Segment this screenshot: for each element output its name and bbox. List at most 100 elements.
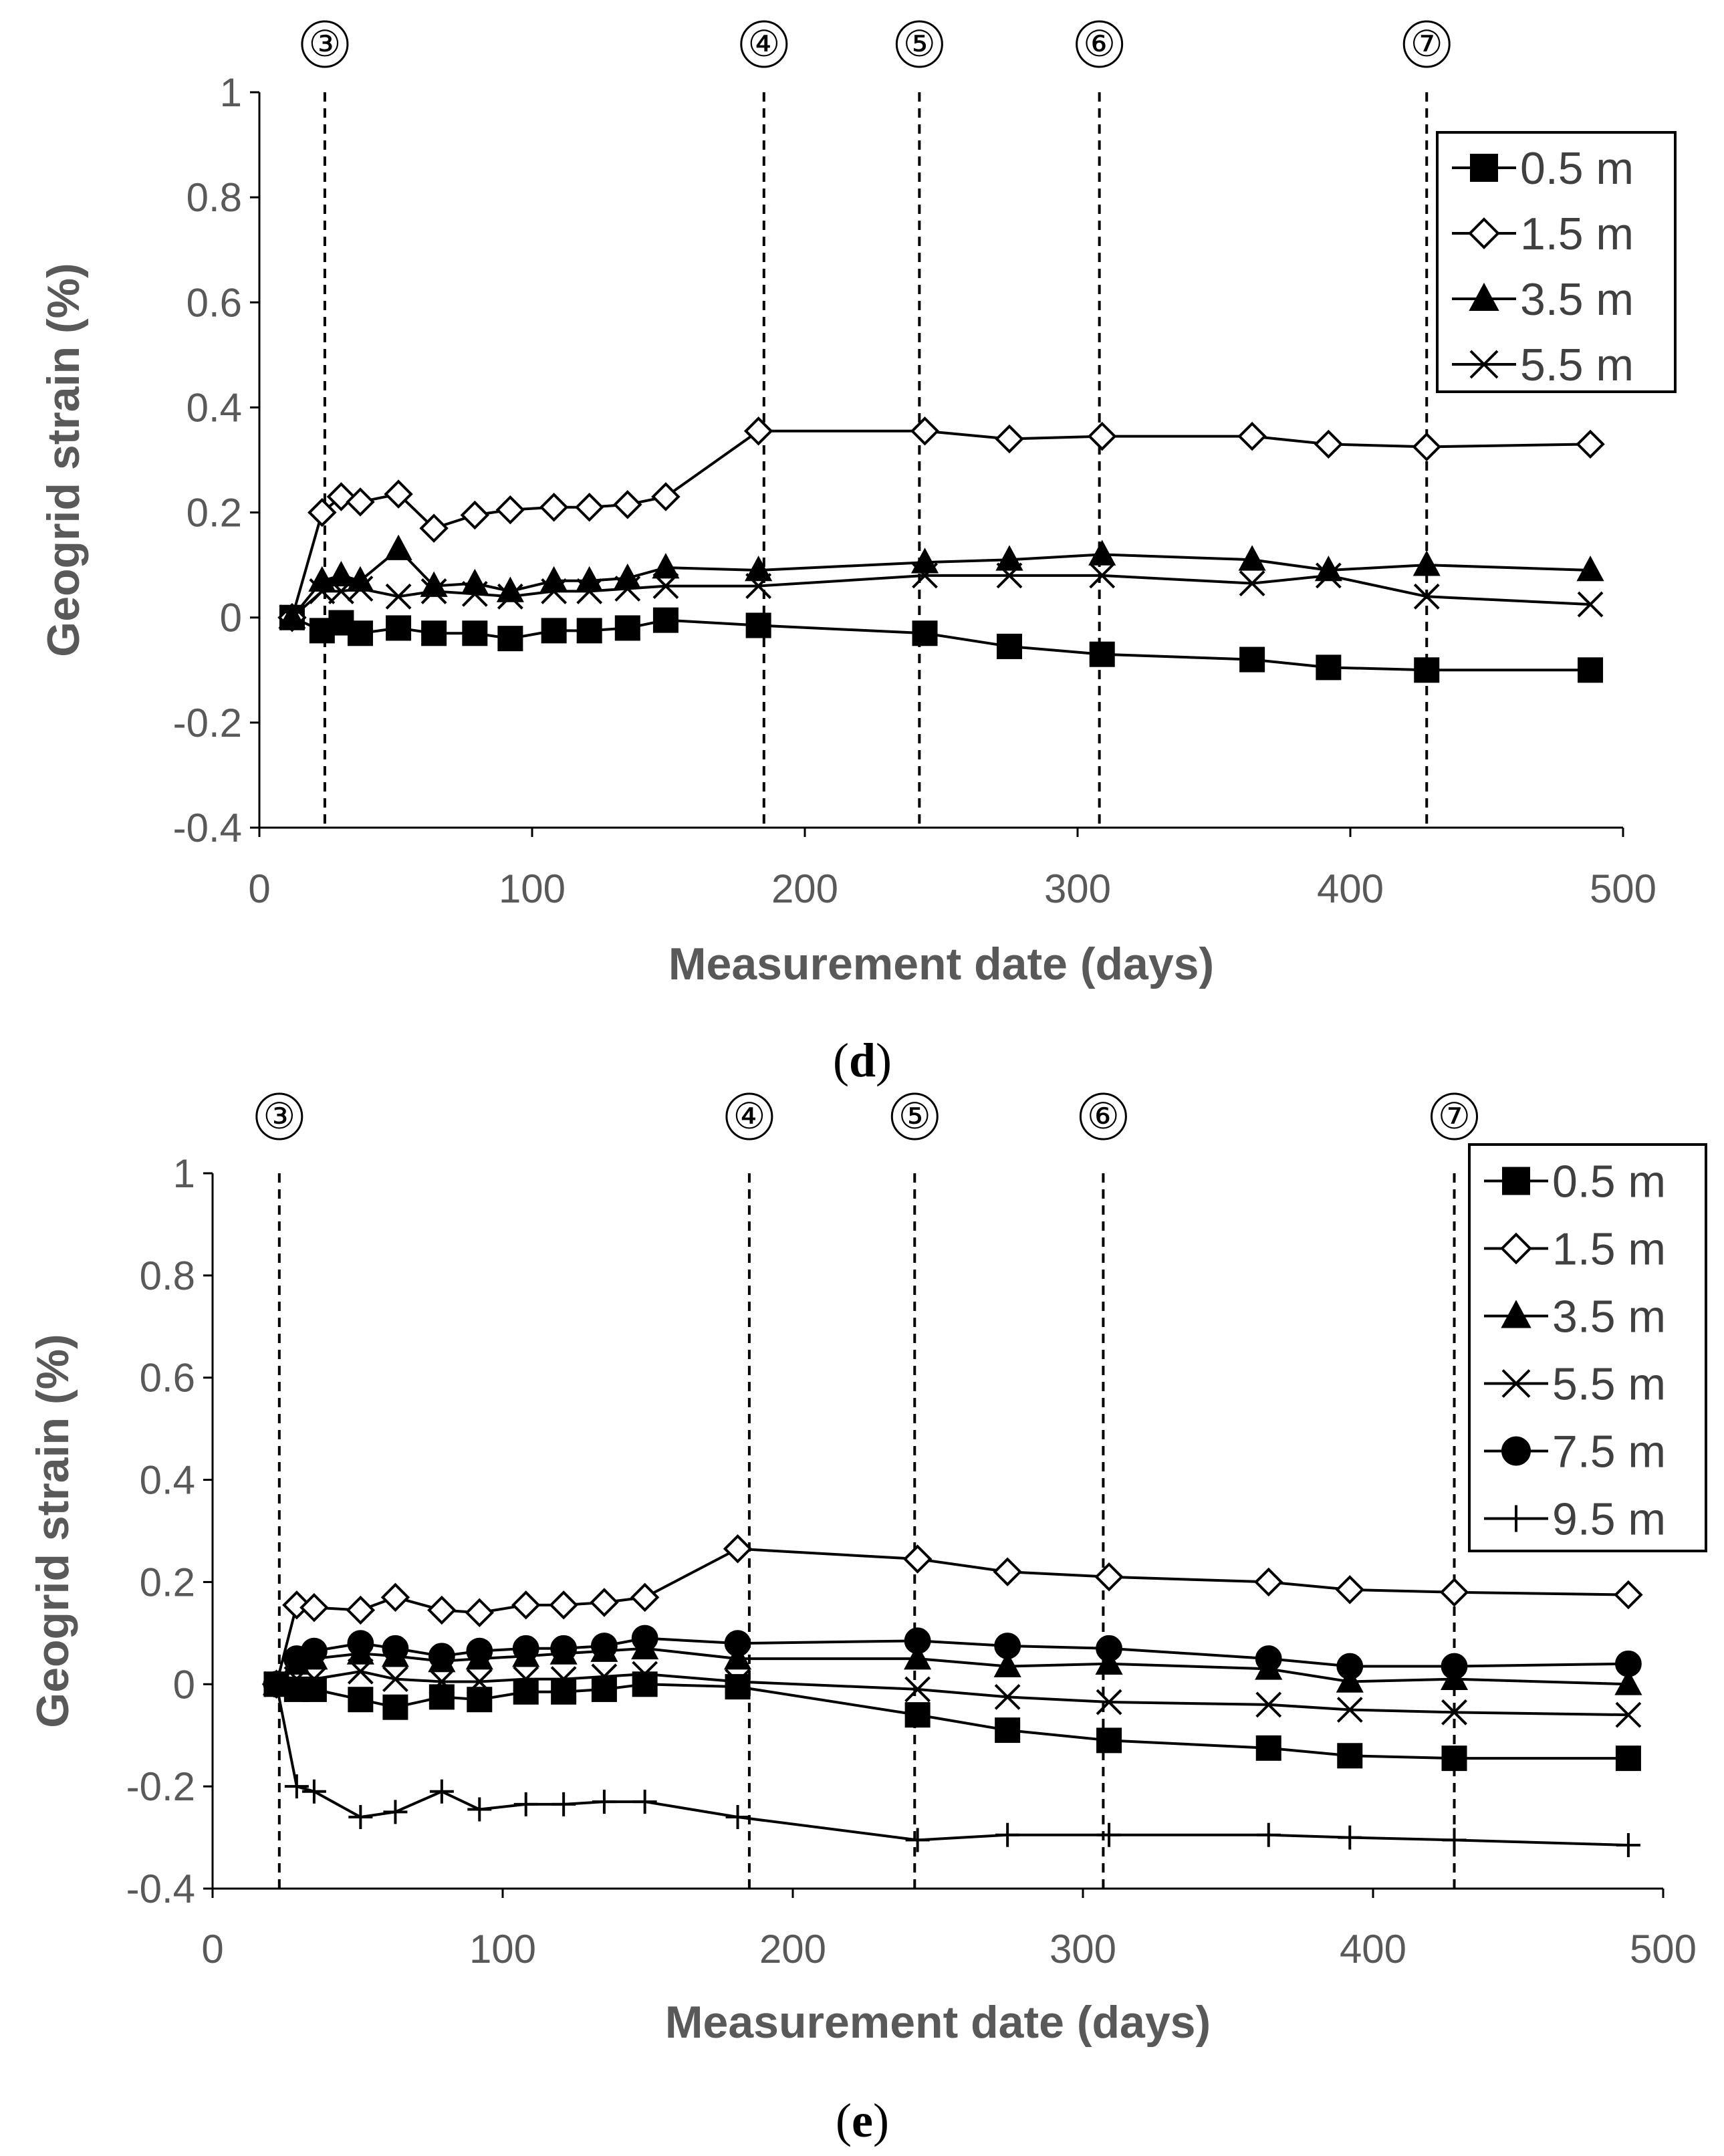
data-point — [540, 566, 568, 592]
stage-label: ④ — [748, 24, 780, 64]
data-point — [465, 1598, 495, 1628]
legend-box — [1468, 1143, 1707, 1552]
data-point — [904, 1702, 931, 1728]
stage-label-ring — [740, 20, 788, 68]
series-0-5-m — [263, 1671, 1641, 1772]
data-point — [1314, 429, 1344, 459]
stage-label: ④ — [733, 1096, 765, 1136]
data-point — [725, 1674, 751, 1700]
y-tick-label: 0.2 — [140, 1560, 195, 1604]
data-point — [910, 416, 940, 446]
data-point — [745, 612, 771, 638]
data-point — [301, 1637, 328, 1665]
figure-caption: (e) — [836, 2094, 889, 2147]
data-point — [1412, 550, 1441, 576]
legend-label: 0.5 m — [1520, 143, 1634, 194]
stage-label-ring — [890, 1092, 939, 1141]
data-point — [651, 482, 681, 511]
data-point — [614, 576, 641, 602]
data-point — [725, 1669, 751, 1695]
data-point — [1238, 545, 1266, 571]
stage-label: ⑤ — [898, 1096, 931, 1136]
data-point — [386, 615, 412, 641]
data-point — [347, 620, 373, 646]
legend-label: 1.5 m — [1552, 1224, 1666, 1275]
y-tick-label: 0 — [220, 596, 242, 640]
data-point — [1614, 1580, 1643, 1610]
data-point — [383, 1800, 408, 1824]
x-axis-title: Measurement date (days) — [665, 1997, 1211, 2048]
data-point — [993, 1651, 1021, 1677]
data-point — [1088, 540, 1116, 566]
data-point — [497, 583, 523, 610]
legend-label: 7.5 m — [1552, 1427, 1666, 1477]
data-point — [630, 1582, 660, 1612]
data-point — [513, 1666, 539, 1693]
x-tick-label: 0 — [248, 866, 270, 911]
data-point — [301, 1666, 328, 1693]
x-tick-label: 500 — [1630, 1927, 1697, 1971]
caption-letter: e — [852, 2094, 873, 2147]
x-tick-label: 100 — [499, 866, 566, 911]
data-point — [995, 1822, 1020, 1847]
data-point — [591, 1663, 618, 1690]
data-point — [282, 1590, 312, 1620]
data-point — [427, 1595, 457, 1625]
series-3-5-m — [278, 534, 1604, 629]
legend-label: 0.5 m — [1552, 1157, 1666, 1207]
data-point — [631, 1625, 658, 1652]
data-point — [429, 1779, 454, 1804]
data-point — [1256, 1822, 1281, 1847]
data-point — [1441, 1653, 1468, 1680]
data-point — [299, 1592, 329, 1623]
stage-label: ⑦ — [1438, 1096, 1470, 1136]
y-tick-label: 0.4 — [187, 385, 242, 430]
legend-marker-triangle — [1501, 1300, 1531, 1328]
data-point — [419, 513, 449, 543]
data-point — [1089, 641, 1115, 667]
data-point — [1615, 1746, 1641, 1772]
data-point — [550, 1635, 578, 1662]
stage-label-ring — [301, 20, 349, 68]
y-tick-label: 1 — [173, 1151, 195, 1196]
data-point — [1336, 1653, 1364, 1680]
data-point — [541, 618, 567, 644]
data-point — [1237, 421, 1267, 451]
data-point — [428, 1643, 455, 1670]
y-tick-label: 0.4 — [140, 1458, 195, 1503]
data-point — [1095, 1649, 1123, 1675]
data-point — [1096, 1727, 1122, 1754]
series-line — [291, 574, 1591, 619]
x-tick-label: 400 — [1340, 1927, 1406, 1971]
y-tick-label: 0.6 — [140, 1356, 195, 1401]
y-tick-label: -0.4 — [173, 806, 242, 850]
legend-entry: 3.5 m — [1484, 1292, 1666, 1342]
data-point — [382, 1666, 408, 1693]
data-point — [346, 1595, 376, 1625]
data-point — [1338, 1825, 1362, 1850]
legend-marker-x — [1469, 350, 1499, 379]
data-point — [382, 1635, 409, 1662]
data-point — [1316, 654, 1342, 681]
legend-marker-diamond — [1500, 1232, 1532, 1265]
x-tick-label: 200 — [759, 1927, 826, 1971]
data-point — [1441, 1746, 1467, 1772]
data-point — [995, 1717, 1021, 1744]
data-point — [632, 1790, 657, 1814]
legend-label: 5.5 m — [1552, 1359, 1666, 1410]
data-point — [576, 578, 603, 604]
data-point — [385, 583, 412, 610]
y-tick-label: -0.2 — [126, 1764, 195, 1809]
x-tick-label: 200 — [771, 866, 838, 911]
series-1-5-m — [277, 416, 1605, 632]
stage-label-ring — [1431, 1092, 1479, 1141]
series-9-5-m — [264, 1672, 1640, 1858]
caption-open: ( — [833, 1034, 849, 1087]
stage-label: ⑤ — [903, 24, 935, 64]
data-point — [382, 1694, 408, 1720]
data-point — [725, 1805, 750, 1829]
data-point — [632, 1661, 658, 1687]
data-point — [347, 1658, 374, 1685]
data-point — [346, 566, 374, 592]
